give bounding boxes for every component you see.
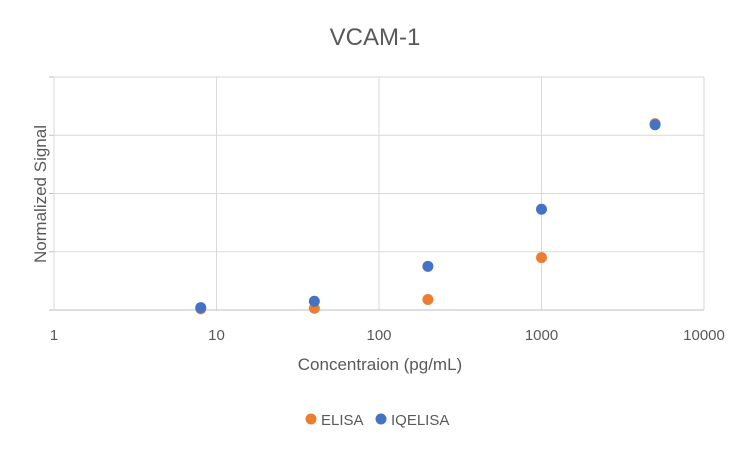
y-axis-label: Normalized Signal: [31, 125, 50, 263]
legend: ELISA IQELISA: [305, 412, 449, 429]
point-elisa: [536, 252, 547, 264]
legend-marker-elisa: [305, 413, 317, 425]
point-iqelisa: [536, 203, 547, 215]
point-iqelisa: [308, 295, 320, 307]
point-iqelisa: [195, 302, 207, 314]
x-tick-label: 10000: [683, 327, 725, 344]
legend-label-elisa: ELISA: [321, 412, 364, 429]
x-tick-label: 100: [366, 327, 391, 344]
x-tick-labels: 1 10 100 1000 10000: [50, 327, 725, 344]
x-tick-label: 10: [208, 327, 225, 344]
x-axis-label: Concentraion (pg/mL): [298, 355, 462, 374]
x-tick-label: 1: [50, 327, 58, 344]
legend-marker-iqelisa: [375, 413, 387, 425]
x-tick-label: 1000: [525, 327, 558, 344]
point-iqelisa: [649, 119, 661, 131]
point-elisa: [422, 294, 434, 306]
grid: [49, 76, 705, 310]
data-points: [195, 118, 661, 315]
point-iqelisa: [422, 260, 434, 272]
legend-label-iqelisa: IQELISA: [391, 412, 449, 429]
chart-title: VCAM-1: [330, 24, 421, 51]
